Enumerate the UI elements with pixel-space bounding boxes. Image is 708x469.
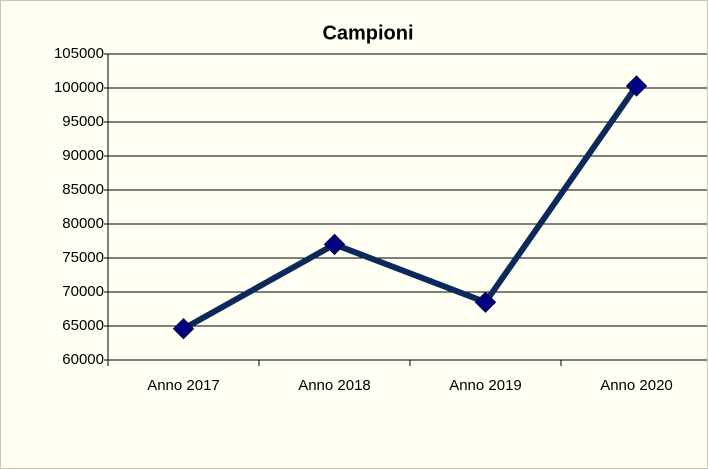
y-tick-label: 85000 [62,181,104,198]
y-tick-label: 105000 [54,45,104,62]
marker [323,233,346,256]
y-tick-label: 80000 [62,215,104,232]
line [182,84,639,332]
y-tick-label: 75000 [62,249,104,266]
y-tick-label: 60000 [62,351,104,368]
marker [625,75,648,97]
x-tick-label: Anno 2018 [298,377,371,394]
x-tick-label: Anno 2019 [449,377,522,394]
y-tick-label: 100000 [54,79,104,96]
y-tick-label: 90000 [62,147,104,164]
marker [474,291,497,313]
x-tick-label: Anno 2017 [147,377,220,394]
y-tick-label: 70000 [62,283,104,300]
y-tick-label: 95000 [62,113,104,130]
x-tick-label: Anno 2020 [600,377,673,394]
marker [172,318,195,340]
chart-title: Campioni [322,22,413,44]
y-tick-label: 65000 [62,317,104,334]
